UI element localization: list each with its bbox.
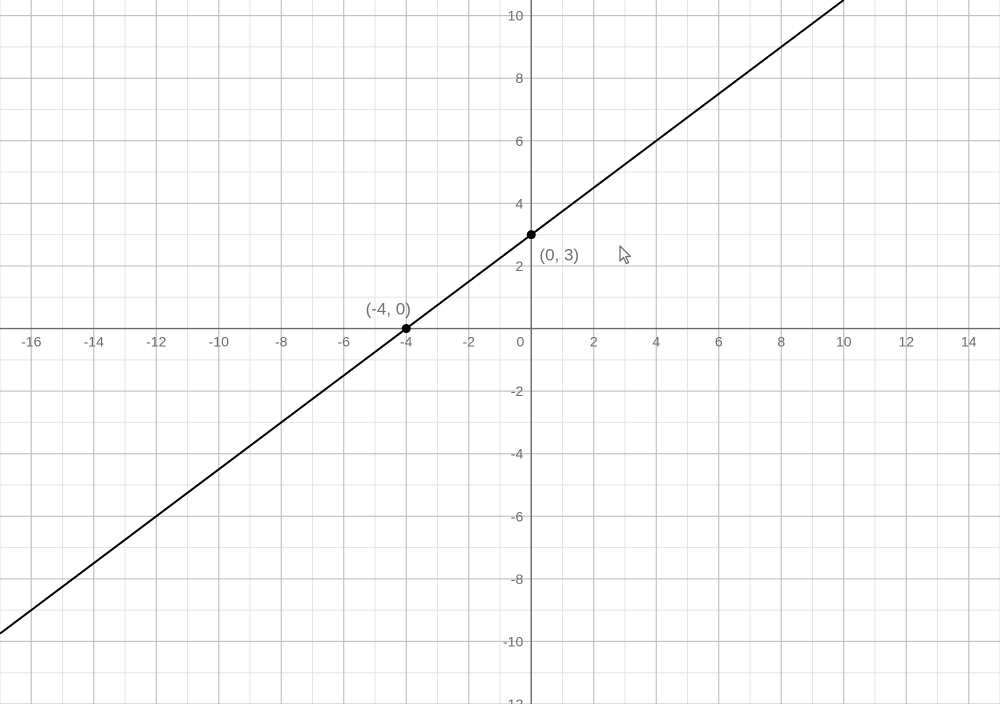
x-tick-label: 0 xyxy=(516,334,524,350)
plotted-point xyxy=(402,324,411,333)
x-tick-label: -6 xyxy=(338,334,351,350)
y-tick-label: 6 xyxy=(515,133,523,149)
y-tick-label: 10 xyxy=(508,8,524,24)
point-label: (0, 3) xyxy=(539,246,579,265)
x-tick-label: -2 xyxy=(463,334,476,350)
y-tick-label: 4 xyxy=(515,195,523,211)
y-tick-label: -4 xyxy=(511,446,524,462)
y-tick-label: -10 xyxy=(503,633,523,649)
y-tick-label: -8 xyxy=(511,571,524,587)
x-tick-label: 2 xyxy=(590,334,598,350)
x-tick-label: -8 xyxy=(275,334,288,350)
x-tick-label: -12 xyxy=(146,334,166,350)
plotted-point xyxy=(527,230,536,239)
x-tick-label: 4 xyxy=(652,334,660,350)
x-tick-label: 10 xyxy=(836,334,852,350)
x-tick-label: 14 xyxy=(961,334,977,350)
x-tick-label: 12 xyxy=(898,334,914,350)
x-tick-label: -16 xyxy=(21,334,41,350)
y-tick-label: -6 xyxy=(511,508,524,524)
y-tick-label: -12 xyxy=(503,696,523,704)
x-tick-label: -4 xyxy=(400,334,413,350)
x-tick-label: -10 xyxy=(209,334,229,350)
y-tick-label: -2 xyxy=(511,383,524,399)
y-tick-label: 8 xyxy=(515,70,523,86)
y-tick-label: 2 xyxy=(515,258,523,274)
point-label: (-4, 0) xyxy=(366,300,411,319)
x-tick-label: 8 xyxy=(777,334,785,350)
x-tick-label: 6 xyxy=(715,334,723,350)
x-tick-label: -14 xyxy=(84,334,104,350)
coordinate-plane-chart: -16 -14 -12 -10 -8 -6 -4 -2 0 2 4 6 8 10 12 14 -12 -10 -8 -… xyxy=(0,0,1000,704)
